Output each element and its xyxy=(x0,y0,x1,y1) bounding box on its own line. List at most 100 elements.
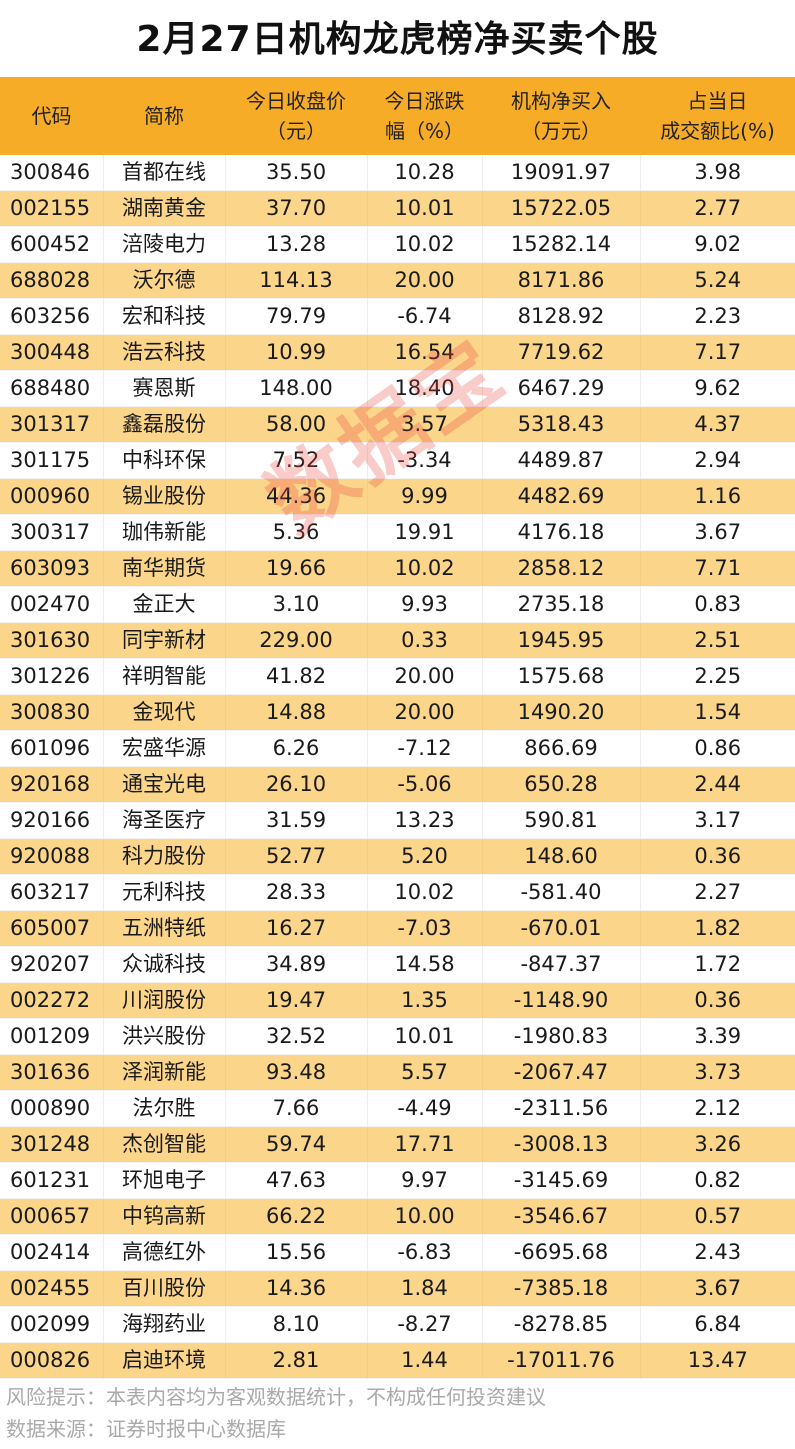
header-label: 成交额比(%) xyxy=(660,119,775,143)
cell-name: 宏盛华源 xyxy=(103,730,226,767)
cell-code: 920166 xyxy=(0,802,104,839)
cell-change-pct: 10.02 xyxy=(367,226,483,263)
cell-net-buy: -3145.69 xyxy=(482,1162,641,1199)
cell-name: 法尔胜 xyxy=(103,1090,226,1127)
header-label: （元） xyxy=(266,119,326,143)
cell-close-price: 41.82 xyxy=(225,658,368,695)
cell-turnover-ratio: 3.26 xyxy=(640,1126,795,1163)
cell-turnover-ratio: 2.94 xyxy=(640,442,795,479)
cell-change-pct: 17.71 xyxy=(367,1126,483,1163)
cell-net-buy: -581.40 xyxy=(482,874,641,911)
cell-name: 元利科技 xyxy=(103,874,226,911)
header-name: 简称 xyxy=(103,77,225,155)
cell-change-pct: 10.00 xyxy=(367,1198,483,1235)
cell-name: 宏和科技 xyxy=(103,298,226,335)
cell-net-buy: 1490.20 xyxy=(482,694,641,731)
cell-change-pct: 20.00 xyxy=(367,262,483,299)
cell-net-buy: 15282.14 xyxy=(482,226,641,263)
cell-code: 301636 xyxy=(0,1054,104,1091)
cell-turnover-ratio: 4.37 xyxy=(640,406,795,443)
cell-name: 珈伟新能 xyxy=(103,514,226,551)
cell-change-pct: 10.02 xyxy=(367,874,483,911)
cell-code: 300317 xyxy=(0,514,104,551)
cell-close-price: 2.81 xyxy=(225,1342,368,1379)
cell-code: 688028 xyxy=(0,262,104,299)
cell-net-buy: -2311.56 xyxy=(482,1090,641,1127)
cell-name: 赛恩斯 xyxy=(103,370,226,407)
header-turnover-ratio: 占当日 成交额比(%) xyxy=(640,77,795,155)
cell-turnover-ratio: 9.02 xyxy=(640,226,795,263)
cell-close-price: 47.63 xyxy=(225,1162,368,1199)
cell-close-price: 15.56 xyxy=(225,1234,368,1271)
cell-code: 002155 xyxy=(0,190,104,227)
cell-close-price: 6.26 xyxy=(225,730,368,767)
cell-change-pct: -4.49 xyxy=(367,1090,483,1127)
header-label: 幅（%） xyxy=(384,119,464,143)
cell-close-price: 114.13 xyxy=(225,262,368,299)
stock-table: 代码 简称 今日收盘价 （元） 今日涨跌 幅（%） 机构净买入 （万元） 占当日 成交额比(%) … xyxy=(0,77,795,1379)
cell-close-price: 16.27 xyxy=(225,910,368,947)
cell-net-buy: 1575.68 xyxy=(482,658,641,695)
cell-close-price: 7.66 xyxy=(225,1090,368,1127)
cell-close-price: 52.77 xyxy=(225,838,368,875)
table-row: 000826 启迪环境 2.81 1.44 -17011.76 13.47 xyxy=(0,1342,795,1379)
cell-net-buy: 4489.87 xyxy=(482,442,641,479)
table-row: 603256 宏和科技 79.79 -6.74 8128.92 2.23 xyxy=(0,298,795,335)
header-label: 机构净买入 xyxy=(511,89,611,113)
cell-change-pct: 0.33 xyxy=(367,622,483,659)
table-row: 920088 科力股份 52.77 5.20 148.60 0.36 xyxy=(0,838,795,875)
cell-turnover-ratio: 0.86 xyxy=(640,730,795,767)
cell-net-buy: -3546.67 xyxy=(482,1198,641,1235)
cell-turnover-ratio: 9.62 xyxy=(640,370,795,407)
cell-code: 000657 xyxy=(0,1198,104,1235)
table-row: 920168 通宝光电 26.10 -5.06 650.28 2.44 xyxy=(0,766,795,803)
cell-name: 海翔药业 xyxy=(103,1306,226,1343)
cell-close-price: 14.36 xyxy=(225,1270,368,1307)
header-close-price: 今日收盘价 （元） xyxy=(225,77,367,155)
cell-change-pct: 16.54 xyxy=(367,334,483,371)
cell-close-price: 19.47 xyxy=(225,982,368,1019)
cell-net-buy: 2735.18 xyxy=(482,586,641,623)
cell-code: 000890 xyxy=(0,1090,104,1127)
header-change-pct: 今日涨跌幅（%） xyxy=(367,77,482,155)
cell-close-price: 79.79 xyxy=(225,298,368,335)
cell-close-price: 19.66 xyxy=(225,550,368,587)
cell-turnover-ratio: 6.84 xyxy=(640,1306,795,1343)
cell-change-pct: 10.01 xyxy=(367,1018,483,1055)
cell-close-price: 8.10 xyxy=(225,1306,368,1343)
cell-turnover-ratio: 2.12 xyxy=(640,1090,795,1127)
cell-code: 002455 xyxy=(0,1270,104,1307)
cell-name: 高德红外 xyxy=(103,1234,226,1271)
table-row: 002099 海翔药业 8.10 -8.27 -8278.85 6.84 xyxy=(0,1306,795,1343)
cell-net-buy: 2858.12 xyxy=(482,550,641,587)
cell-code: 000826 xyxy=(0,1342,104,1379)
table-row: 301175 中科环保 7.52 -3.34 4489.87 2.94 xyxy=(0,442,795,479)
table-row: 002155 湖南黄金 37.70 10.01 15722.05 2.77 xyxy=(0,190,795,227)
header-label: （万元） xyxy=(521,119,601,143)
cell-name: 首都在线 xyxy=(103,155,226,191)
cell-name: 湖南黄金 xyxy=(103,190,226,227)
cell-change-pct: 10.02 xyxy=(367,550,483,587)
cell-change-pct: 10.28 xyxy=(367,155,483,191)
cell-net-buy: -3008.13 xyxy=(482,1126,641,1163)
cell-turnover-ratio: 3.39 xyxy=(640,1018,795,1055)
cell-code: 920207 xyxy=(0,946,104,983)
cell-turnover-ratio: 0.82 xyxy=(640,1162,795,1199)
cell-close-price: 93.48 xyxy=(225,1054,368,1091)
table-row: 300846 首都在线 35.50 10.28 19091.97 3.98 xyxy=(0,155,795,191)
cell-code: 603217 xyxy=(0,874,104,911)
cell-code: 920088 xyxy=(0,838,104,875)
cell-close-price: 35.50 xyxy=(225,155,368,191)
cell-net-buy: -1980.83 xyxy=(482,1018,641,1055)
cell-name: 洪兴股份 xyxy=(103,1018,226,1055)
cell-turnover-ratio: 0.36 xyxy=(640,838,795,875)
cell-net-buy: -2067.47 xyxy=(482,1054,641,1091)
header-label: 今日涨跌 xyxy=(384,89,465,113)
cell-close-price: 44.36 xyxy=(225,478,368,515)
cell-turnover-ratio: 0.57 xyxy=(640,1198,795,1235)
cell-net-buy: 7719.62 xyxy=(482,334,641,371)
cell-name: 同宇新材 xyxy=(103,622,226,659)
table-row: 605007 五洲特纸 16.27 -7.03 -670.01 1.82 xyxy=(0,910,795,947)
cell-turnover-ratio: 2.25 xyxy=(640,658,795,695)
